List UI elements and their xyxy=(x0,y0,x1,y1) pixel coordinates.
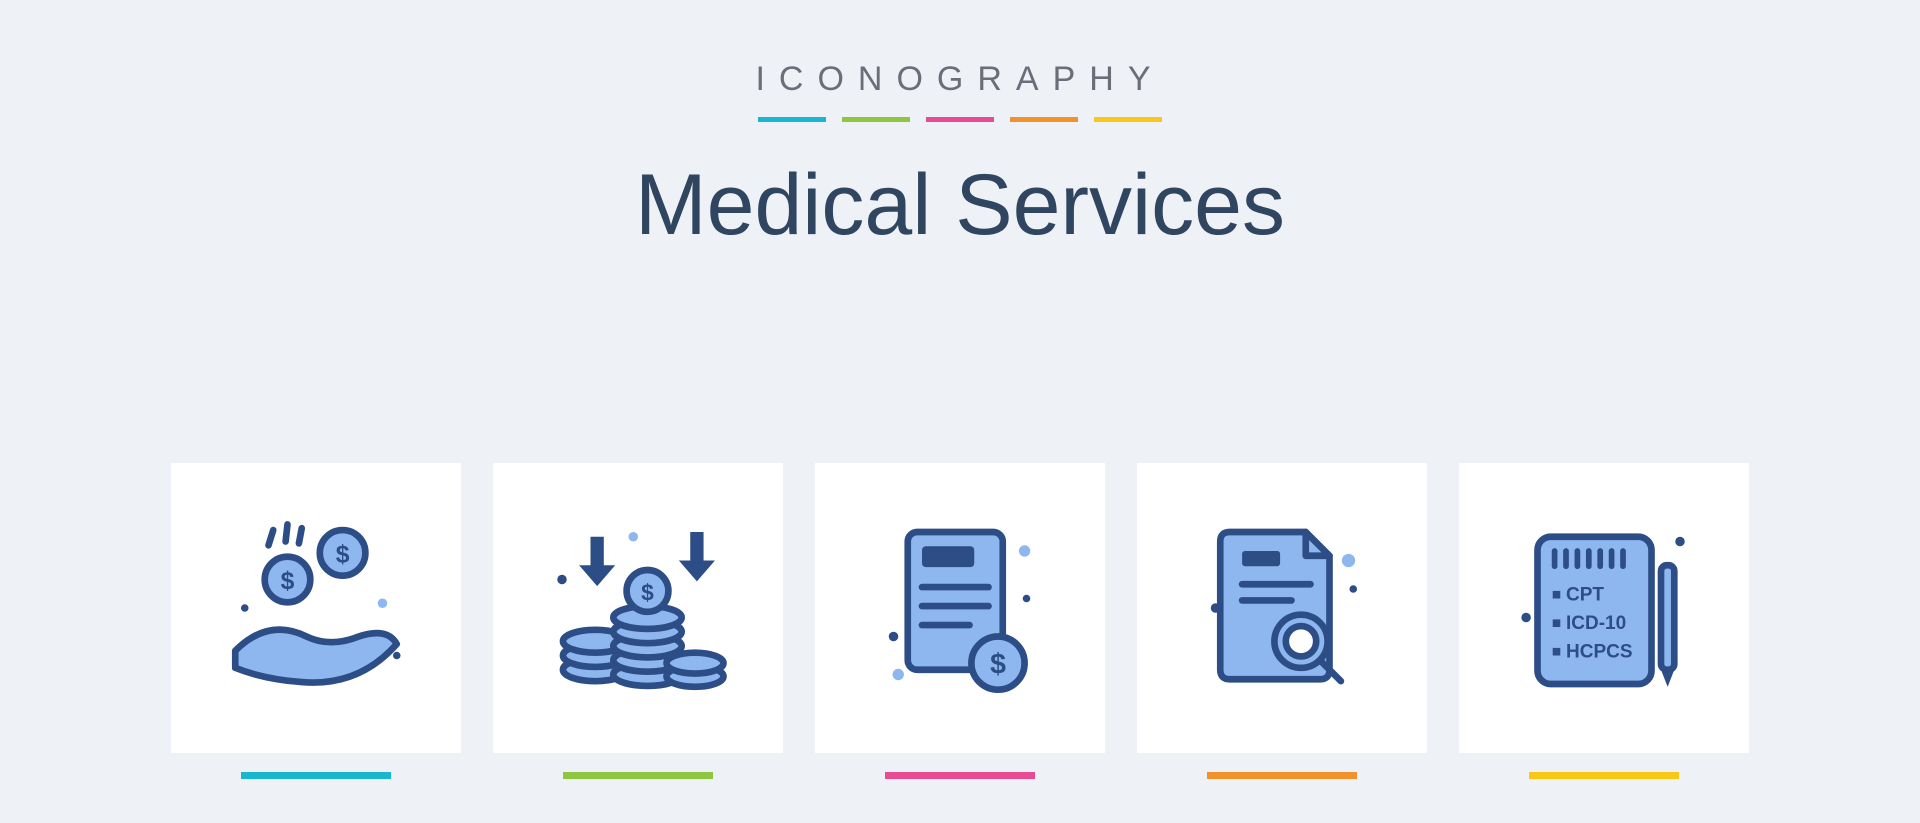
svg-text:$: $ xyxy=(281,568,295,595)
svg-text:$: $ xyxy=(990,649,1006,681)
hand-coins-icon: $ $ xyxy=(221,513,411,703)
header: ICONOGRAPHY Medical Services xyxy=(0,60,1920,255)
card-underline xyxy=(885,772,1035,779)
card-underline xyxy=(241,772,391,779)
card-invoice-dollar: $ xyxy=(815,463,1105,753)
card-underline xyxy=(1207,772,1357,779)
invoice-dollar-icon: $ xyxy=(865,513,1055,703)
stage: ICONOGRAPHY Medical Services $ $ xyxy=(0,0,1920,823)
icon-row: $ $ xyxy=(171,463,1749,753)
brand-bar-yellow xyxy=(1094,117,1162,122)
code-text-1: CPT xyxy=(1566,584,1604,605)
document-search-icon xyxy=(1187,513,1377,703)
brand-bar-green xyxy=(842,117,910,122)
brand-bar-pink xyxy=(926,117,994,122)
card-underline xyxy=(563,772,713,779)
card-document-search xyxy=(1137,463,1427,753)
svg-text:$: $ xyxy=(641,579,654,605)
brand-bar-blue xyxy=(758,117,826,122)
card-hand-coins: $ $ xyxy=(171,463,461,753)
code-text-3: HCPCS xyxy=(1566,641,1633,662)
medical-codes-icon: CPT ICD-10 HCPCS xyxy=(1509,513,1699,703)
card-medical-codes: CPT ICD-10 HCPCS xyxy=(1459,463,1749,753)
brand-bar-orange xyxy=(1010,117,1078,122)
brand-label: ICONOGRAPHY xyxy=(0,60,1920,99)
brand-bars xyxy=(0,117,1920,122)
page-title: Medical Services xyxy=(0,156,1920,255)
svg-text:$: $ xyxy=(336,541,350,568)
coins-down-icon: $ xyxy=(543,513,733,703)
card-underline xyxy=(1529,772,1679,779)
card-coins-down: $ xyxy=(493,463,783,753)
code-text-2: ICD-10 xyxy=(1566,613,1626,634)
